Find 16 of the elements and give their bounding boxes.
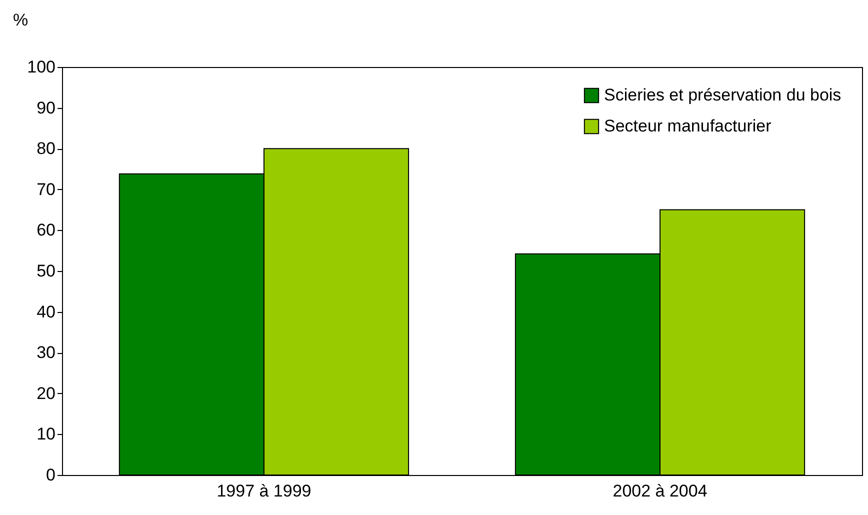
y-tick-label: 50 — [36, 262, 56, 280]
x-tick-label: 2002 à 2004 — [612, 482, 708, 500]
x-tick-label: 1997 à 1999 — [216, 482, 312, 500]
y-tick-label: 20 — [36, 384, 56, 403]
y-tick-label: 80 — [36, 139, 56, 158]
y-axis-title: % — [12, 10, 28, 30]
legend-label: Secteur manufacturier — [604, 116, 772, 136]
y-tick-label: 30 — [36, 343, 56, 362]
y-tick-label: 90 — [36, 98, 56, 118]
legend-label: Scieries et préservation du bois — [604, 86, 842, 104]
y-tick-label: 100 — [27, 58, 56, 76]
y-tick-label: 40 — [36, 302, 56, 322]
y-tick-label: 10 — [36, 424, 56, 444]
y-tick-label: 60 — [36, 220, 56, 240]
y-tick-label: 70 — [36, 180, 56, 199]
y-tick-label: 0 — [46, 466, 56, 484]
